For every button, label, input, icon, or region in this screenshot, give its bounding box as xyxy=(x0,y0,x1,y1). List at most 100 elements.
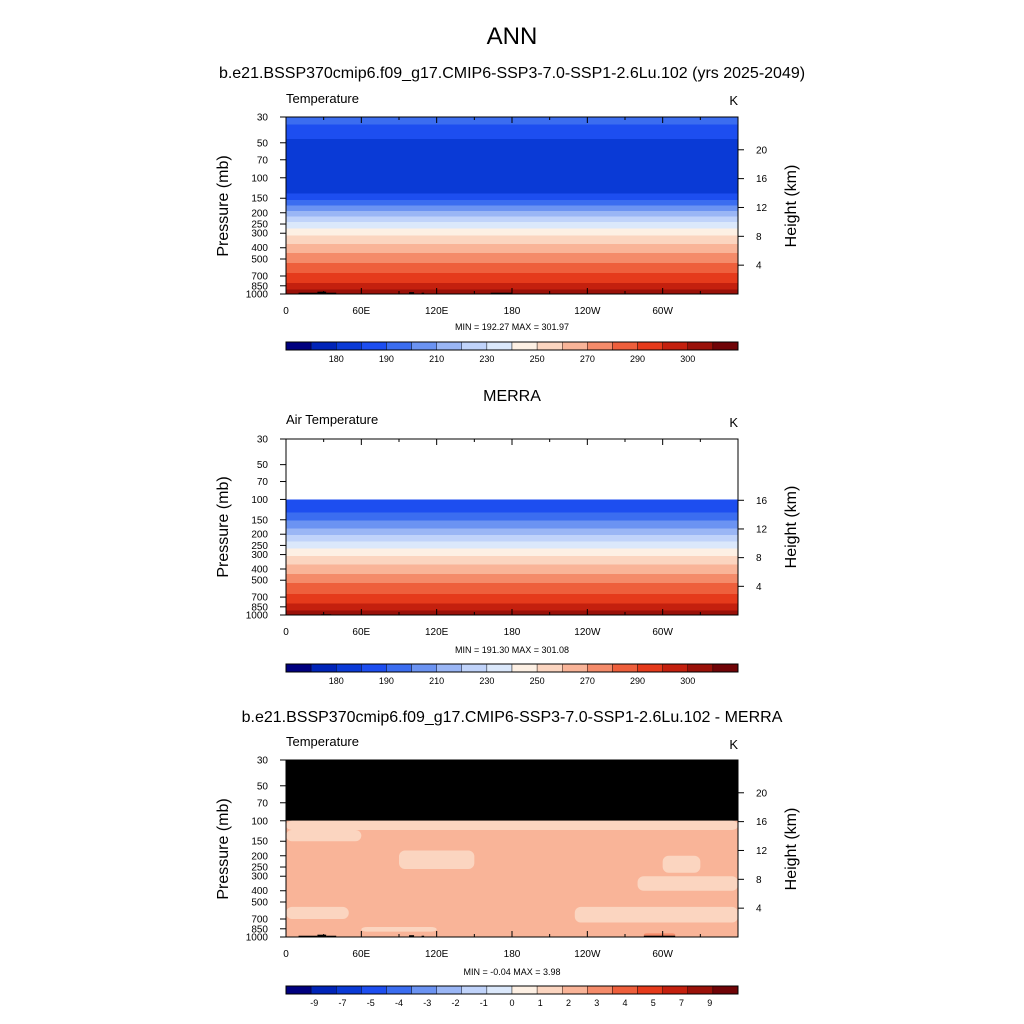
panel-3-colorbar-swatch xyxy=(361,985,387,995)
panel-1-contour-band xyxy=(286,124,738,127)
panel-3-contour-patch xyxy=(286,906,349,919)
panel-1-x-tick-label: 120W xyxy=(574,306,601,317)
panel-1-contour-band xyxy=(286,132,738,135)
panel-2-contour-band xyxy=(286,520,738,522)
panel-1-contour-band xyxy=(286,236,738,239)
panel-2-contour-band xyxy=(286,503,738,505)
panel-2-x-tick-label: 60E xyxy=(352,627,370,638)
panel-1-colorbar-label: 250 xyxy=(530,354,545,364)
panel-1-terrain xyxy=(409,292,415,294)
panel-1-colorbar-swatch xyxy=(310,341,337,351)
panel-2-contour-band xyxy=(286,575,738,578)
panel-2-colorbar-swatch xyxy=(285,663,312,673)
panel-3-height-tick-label: 20 xyxy=(756,788,768,799)
panel-2-contour-band xyxy=(286,573,738,575)
panel-1-contour-band xyxy=(286,191,738,193)
panel-3-colorbar-swatch xyxy=(411,985,437,995)
panel-2-contour-band xyxy=(286,558,738,560)
panel-2-contour-band xyxy=(286,550,738,553)
panel-1-contour-band xyxy=(286,254,738,256)
panel-3-p-tick-label: 70 xyxy=(257,798,269,809)
panel-1-contour-band xyxy=(286,250,738,253)
panel-1-contour-band xyxy=(286,206,738,209)
panel-3-x-tick-label: 60W xyxy=(652,949,673,960)
panel-2-contour-band xyxy=(286,581,738,584)
panel-1-contour-band xyxy=(286,141,738,144)
panel-2-contour-band xyxy=(286,584,738,586)
panel-2-contour-band xyxy=(286,568,738,570)
panel-3-colorbar-swatch xyxy=(637,985,663,995)
panel-1-x-tick-label: 0 xyxy=(283,306,289,317)
panel-1-contour-band xyxy=(286,261,738,264)
panel-2-contour-band xyxy=(286,594,738,597)
panel-1-p-tick-label: 250 xyxy=(251,220,268,231)
panel-2-contour-band xyxy=(286,535,738,537)
panel-2-contour-band xyxy=(286,574,738,576)
panel-1-units: K xyxy=(729,93,738,108)
panel-1-contour-band xyxy=(286,177,738,180)
panel-1-contour-band xyxy=(286,185,738,188)
panel-1-contour-band xyxy=(286,265,738,267)
panel-1-contour-band xyxy=(286,170,738,172)
panel-2-colorbar-label: 180 xyxy=(329,676,344,686)
panel-1-contour-band xyxy=(286,213,738,215)
panel-3-p-tick-label: 250 xyxy=(251,863,268,874)
panel-2-contour-band xyxy=(286,586,738,589)
panel-1-contour-band xyxy=(286,266,738,269)
panel-1-contour-band xyxy=(286,146,738,149)
panel-2-colorbar-swatch xyxy=(712,663,739,673)
panel-1-p-tick-label: 300 xyxy=(251,229,268,240)
panel-3-p-tick-label: 200 xyxy=(251,851,268,862)
panel-3-p-tick-label: 150 xyxy=(251,837,268,848)
panel-2-colorbar-swatch xyxy=(310,663,337,673)
panel-3-contour-patch xyxy=(399,850,475,870)
panel-2-contour-band xyxy=(286,521,738,523)
panel-3-colorbar-swatch xyxy=(336,985,362,995)
panel-2-contour-band xyxy=(286,595,738,597)
panel-2-contour-band xyxy=(286,592,738,594)
panel-1-contour-band xyxy=(286,268,738,271)
panel-3-title: b.e21.BSSP370cmip6.f09_g17.CMIP6-SSP3-7.… xyxy=(242,709,783,726)
panel-2-contour-band xyxy=(286,552,738,554)
panel-2-contour-band xyxy=(286,531,738,533)
panel-1-colorbar-swatch xyxy=(336,341,362,351)
panel-1-contour-band xyxy=(286,193,738,196)
panel-1-contour-band xyxy=(286,176,738,179)
panel-2-contour-band xyxy=(286,513,738,516)
panel-2-contour-band xyxy=(286,537,738,540)
panel-1-p-tick-label: 70 xyxy=(257,155,269,166)
panel-1-contour-band xyxy=(286,232,738,234)
panel-1-colorbar-swatch xyxy=(687,341,714,351)
panel-3-height-tick-label: 4 xyxy=(756,904,762,915)
panel-1-contour-band xyxy=(286,248,738,251)
panel-3-colorbar-label: -9 xyxy=(310,998,318,1008)
panel-1-contour-band xyxy=(286,194,738,197)
panel-2-p-tick-label: 100 xyxy=(251,495,268,506)
panel-2-contour-band xyxy=(286,578,738,581)
panel-3-x-tick-label: 60E xyxy=(352,949,370,960)
panel-2-contour-band xyxy=(286,569,738,571)
panel-3-x-tick-label: 180 xyxy=(504,949,521,960)
panel-2-contour-band xyxy=(286,562,738,564)
panel-1-contour-band xyxy=(286,129,738,131)
panel-1-contour-band xyxy=(286,136,738,139)
panel-2-contour-band xyxy=(286,591,738,594)
panel-2-x-tick-label: 120W xyxy=(574,627,601,638)
panel-2-colorbar-label: 230 xyxy=(479,676,494,686)
panel-1-colorbar-swatch xyxy=(587,341,613,351)
panel-3-p-tick-label: 850 xyxy=(251,924,268,935)
panel-3-p-tick-label: 1000 xyxy=(246,933,269,944)
panel-1-colorbar-frame xyxy=(285,341,739,351)
panel-1-contour-band xyxy=(286,282,738,285)
panel-3-colorbar-swatch xyxy=(511,985,538,995)
panel-2-contour-band xyxy=(286,573,738,576)
panel-1-contour-band xyxy=(286,259,738,262)
panel-2-colorbar-swatch xyxy=(511,663,538,673)
panel-1-colorbar-swatch xyxy=(562,341,588,351)
panel-1-contour-band xyxy=(286,133,738,136)
panel-1-p-tick-label: 150 xyxy=(251,194,268,205)
panel-2-contour-band xyxy=(286,606,738,608)
panel-1-colorbar-swatch xyxy=(637,341,663,351)
